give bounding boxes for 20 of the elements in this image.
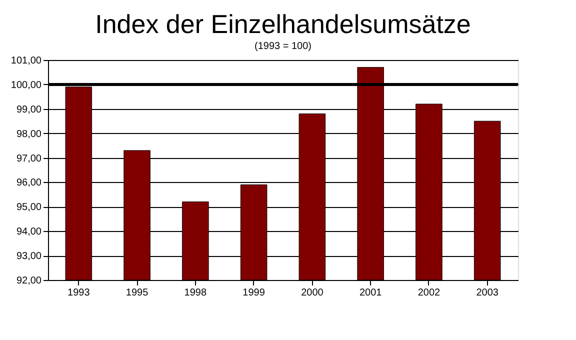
- y-tick-label: 100,00: [10, 80, 42, 91]
- y-tick-label: 99,00: [16, 104, 42, 116]
- y-tick-label: 94,00: [16, 226, 42, 238]
- y-tick-label: 101,00: [10, 56, 42, 66]
- y-tick-label: 98,00: [16, 128, 42, 140]
- y-tick-label: 95,00: [16, 202, 42, 214]
- y-tick-label: 92,00: [16, 276, 42, 286]
- x-tick-label: 1993: [68, 288, 90, 298]
- x-tick-label: 2000: [301, 288, 324, 298]
- chart-subtitle: (1993 = 100): [254, 41, 312, 52]
- y-tick-label: 97,00: [16, 153, 42, 164]
- x-tick-label: 2001: [359, 288, 382, 298]
- y-tick-label: 96,00: [16, 178, 42, 189]
- x-tick-label: 2002: [418, 288, 441, 298]
- x-tick-label: 1998: [184, 288, 207, 298]
- x-tick-label: 2003: [476, 288, 499, 298]
- chart-title: Index der Einzelhandelsumsätze: [95, 9, 471, 39]
- y-tick-label: 93,00: [16, 251, 42, 262]
- x-tick-label: 1995: [126, 288, 149, 298]
- x-tick-label: 1999: [242, 288, 266, 298]
